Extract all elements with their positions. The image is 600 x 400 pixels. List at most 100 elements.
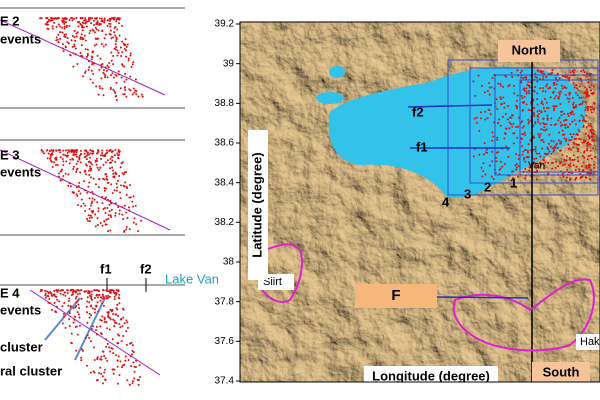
- event: [514, 104, 517, 107]
- event: [113, 176, 116, 179]
- event: [515, 153, 518, 156]
- event: [499, 84, 502, 87]
- event: [505, 127, 508, 130]
- event: [80, 152, 83, 155]
- event: [95, 379, 98, 382]
- event: [525, 90, 528, 93]
- event: [75, 153, 78, 156]
- event: [134, 78, 137, 81]
- event: [541, 147, 544, 150]
- event: [499, 97, 502, 100]
- event: [581, 119, 584, 122]
- event: [89, 176, 92, 179]
- event: [63, 301, 66, 304]
- event: [101, 149, 104, 152]
- event: [109, 22, 112, 25]
- event: [108, 161, 111, 164]
- event: [119, 326, 122, 329]
- event: [558, 116, 561, 119]
- event: [101, 375, 104, 378]
- event: [523, 89, 526, 92]
- event: [45, 290, 48, 293]
- event: [72, 168, 75, 171]
- event: [555, 142, 558, 145]
- event: [592, 101, 595, 104]
- event: [43, 152, 46, 155]
- event: [586, 109, 589, 112]
- event: [515, 168, 518, 171]
- event: [560, 110, 563, 113]
- event: [108, 19, 111, 22]
- event: [76, 333, 79, 336]
- event: [480, 84, 483, 87]
- event: [496, 138, 499, 141]
- event: [64, 326, 67, 329]
- event: [123, 48, 126, 51]
- event: [534, 85, 537, 88]
- event: [96, 201, 99, 204]
- event: [566, 75, 569, 78]
- event: [569, 148, 572, 151]
- event: [553, 83, 556, 86]
- event: [98, 293, 101, 296]
- event: [551, 69, 554, 72]
- event: [98, 87, 101, 90]
- event: [125, 343, 128, 346]
- event: [589, 164, 592, 167]
- event: [116, 333, 119, 336]
- event: [97, 37, 100, 40]
- event: [101, 224, 104, 227]
- event: [573, 142, 576, 145]
- event: [106, 19, 109, 22]
- event: [93, 31, 96, 34]
- event: [84, 204, 87, 207]
- lake-label: Lake Van: [165, 271, 219, 286]
- event: [88, 220, 91, 223]
- event: [554, 166, 557, 169]
- event: [87, 60, 90, 63]
- event: [500, 103, 503, 106]
- event: [524, 133, 527, 136]
- event: [592, 129, 595, 132]
- event: [581, 102, 584, 105]
- event: [120, 55, 123, 58]
- event: [96, 217, 99, 220]
- event: [568, 93, 571, 96]
- event: [80, 26, 83, 29]
- event: [122, 335, 125, 338]
- event: [576, 87, 579, 90]
- event: [93, 198, 96, 201]
- event: [69, 54, 72, 57]
- event: [117, 73, 120, 76]
- event: [74, 297, 77, 300]
- event: [67, 184, 70, 187]
- event: [580, 165, 583, 168]
- event: [87, 289, 90, 292]
- event: [551, 71, 554, 74]
- label-box: [355, 284, 437, 308]
- event: [563, 85, 566, 88]
- event: [57, 41, 60, 44]
- event: [44, 23, 47, 26]
- event: [131, 380, 134, 383]
- event: [95, 85, 98, 88]
- event: [93, 308, 96, 311]
- event: [91, 307, 94, 310]
- event: [489, 113, 492, 116]
- event: [109, 29, 112, 32]
- event: [90, 216, 93, 219]
- event: [104, 197, 107, 200]
- event: [484, 110, 487, 113]
- cluster-label: cluster: [0, 339, 43, 354]
- event: [571, 70, 574, 73]
- event: [85, 364, 88, 367]
- event: [528, 166, 531, 169]
- event: [526, 151, 529, 154]
- event: [586, 172, 589, 175]
- event: [132, 344, 135, 347]
- event: [115, 18, 118, 21]
- event: [543, 156, 546, 159]
- event: [573, 86, 576, 89]
- event: [68, 19, 71, 22]
